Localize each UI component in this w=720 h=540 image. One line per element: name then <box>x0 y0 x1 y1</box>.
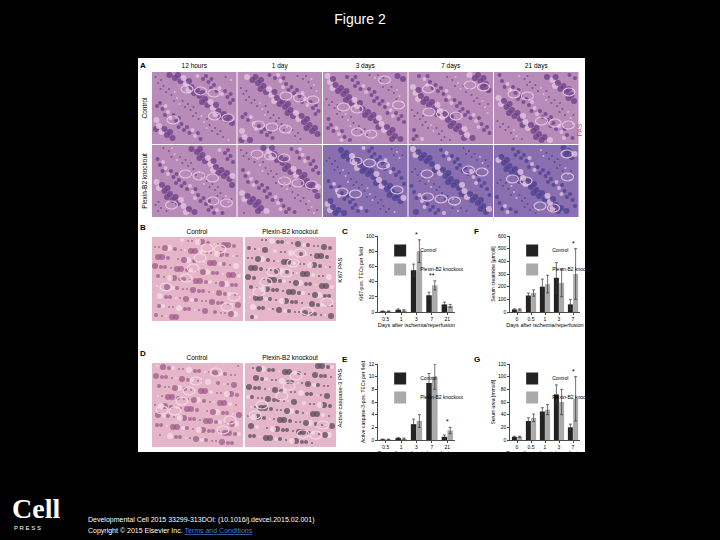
svg-text:Plexin-B2 knockout: Plexin-B2 knockout <box>552 266 595 272</box>
svg-text:*: * <box>572 368 575 375</box>
svg-text:1: 1 <box>400 316 403 322</box>
svg-text:10: 10 <box>369 373 375 379</box>
svg-text:4: 4 <box>372 411 375 417</box>
svg-text:3: 3 <box>415 316 418 322</box>
svg-text:Developmental Cell 2015 33299-: Developmental Cell 2015 33299-313DOI: (1… <box>88 516 315 524</box>
svg-text:B: B <box>140 223 146 232</box>
svg-text:Ki67 PAS: Ki67 PAS <box>337 257 343 282</box>
svg-text:21: 21 <box>445 316 451 322</box>
svg-text:0: 0 <box>516 316 519 322</box>
svg-text:Plexin-B2 knockout: Plexin-B2 knockout <box>262 354 318 361</box>
svg-text:1 day: 1 day <box>272 62 289 70</box>
svg-text:1: 1 <box>400 444 403 450</box>
svg-text:3 days: 3 days <box>356 62 376 70</box>
svg-text:8: 8 <box>372 386 375 392</box>
svg-text:20: 20 <box>501 424 507 430</box>
svg-text:Plexin-B2 knockout: Plexin-B2 knockout <box>552 394 595 400</box>
svg-text:Control: Control <box>552 375 568 381</box>
svg-text:500: 500 <box>498 245 507 251</box>
svg-text:2: 2 <box>372 424 375 430</box>
svg-text:100: 100 <box>498 296 507 302</box>
svg-text:0: 0 <box>504 309 507 315</box>
svg-text:100: 100 <box>366 233 375 239</box>
svg-text:300: 300 <box>498 271 507 277</box>
svg-text:C: C <box>342 227 348 236</box>
svg-text:7: 7 <box>431 444 434 450</box>
svg-text:0.5: 0.5 <box>382 444 389 450</box>
svg-text:0.5: 0.5 <box>528 316 535 322</box>
svg-text:E: E <box>342 355 348 364</box>
svg-text:Days after ischemia/reperfusio: Days after ischemia/reperfusion <box>378 322 455 328</box>
svg-text:3: 3 <box>558 444 561 450</box>
svg-text:12: 12 <box>369 361 375 367</box>
svg-text:0: 0 <box>372 309 375 315</box>
svg-text:3: 3 <box>558 316 561 322</box>
svg-text:400: 400 <box>498 258 507 264</box>
svg-text:6: 6 <box>372 399 375 405</box>
svg-text:100: 100 <box>498 373 507 379</box>
svg-text:7: 7 <box>431 316 434 322</box>
svg-text:F: F <box>474 227 479 236</box>
svg-text:Plexin-B2 knockout: Plexin-B2 knockout <box>141 153 148 209</box>
svg-text:**: ** <box>429 272 435 279</box>
svg-text:Serum creatinine [µmol/l]: Serum creatinine [µmol/l] <box>490 246 496 302</box>
svg-text:*: * <box>572 240 575 247</box>
svg-text:0.5: 0.5 <box>528 444 535 450</box>
svg-text:0: 0 <box>516 444 519 450</box>
svg-text:3: 3 <box>415 444 418 450</box>
svg-text:Plexin-B2 knockout: Plexin-B2 knockout <box>420 266 463 272</box>
svg-text:60: 60 <box>501 399 507 405</box>
svg-text:P R E S S: P R E S S <box>14 525 41 531</box>
svg-text:21: 21 <box>445 444 451 450</box>
svg-text:Plexin-B2 knockout: Plexin-B2 knockout <box>420 394 463 400</box>
svg-text:60: 60 <box>369 263 375 269</box>
svg-text:A: A <box>140 61 146 70</box>
svg-text:120: 120 <box>498 361 507 367</box>
svg-text:7: 7 <box>572 316 575 322</box>
svg-text:200: 200 <box>498 283 507 289</box>
svg-text:Days after ischemia/reperfusio: Days after ischemia/reperfusion <box>506 322 583 328</box>
svg-text:12 hours: 12 hours <box>182 62 208 69</box>
svg-text:40: 40 <box>501 411 507 417</box>
svg-text:*: * <box>446 418 449 425</box>
svg-text:Plexin-B2 knockout: Plexin-B2 knockout <box>262 228 318 235</box>
svg-text:0: 0 <box>372 437 375 443</box>
svg-text:Copyright © 2015 Elsevier Inc.: Copyright © 2015 Elsevier Inc. Terms and… <box>88 527 253 535</box>
svg-text:80: 80 <box>501 386 507 392</box>
svg-text:Active caspase-3 PAS: Active caspase-3 PAS <box>337 369 343 428</box>
svg-text:Serum urea [mmol/l]: Serum urea [mmol/l] <box>490 379 496 425</box>
svg-text:7: 7 <box>572 444 575 450</box>
svg-text:G: G <box>474 355 480 364</box>
svg-text:Ki67-pos. TECs per field: Ki67-pos. TECs per field <box>358 247 364 301</box>
svg-text:80: 80 <box>369 248 375 254</box>
svg-text:20: 20 <box>369 294 375 300</box>
svg-text:Active caspase-3-pos. TECs per: Active caspase-3-pos. TECs per field <box>360 361 366 443</box>
svg-text:Control: Control <box>552 247 568 253</box>
svg-text:600: 600 <box>498 233 507 239</box>
svg-text:1: 1 <box>544 444 547 450</box>
svg-text:Control: Control <box>420 247 436 253</box>
svg-text:1: 1 <box>544 316 547 322</box>
svg-text:Control: Control <box>141 97 148 119</box>
svg-text:Control: Control <box>420 375 436 381</box>
svg-text:PAS: PAS <box>576 123 583 136</box>
svg-text:Control: Control <box>187 228 209 235</box>
svg-text:Days after ischemia/reperfusio: Days after ischemia/reperfusion <box>378 450 455 456</box>
svg-text:D: D <box>140 349 146 358</box>
svg-text:Days after ischemia/reperfusio: Days after ischemia/reperfusion <box>506 450 583 456</box>
svg-text:Figure 2: Figure 2 <box>334 11 386 27</box>
svg-text:0.5: 0.5 <box>382 316 389 322</box>
svg-text:Cell: Cell <box>12 493 60 524</box>
svg-text:7 days: 7 days <box>441 62 461 70</box>
svg-text:21 days: 21 days <box>525 62 549 70</box>
svg-text:*: * <box>415 231 418 238</box>
svg-text:Control: Control <box>187 354 209 361</box>
svg-text:0: 0 <box>504 437 507 443</box>
svg-text:40: 40 <box>369 278 375 284</box>
